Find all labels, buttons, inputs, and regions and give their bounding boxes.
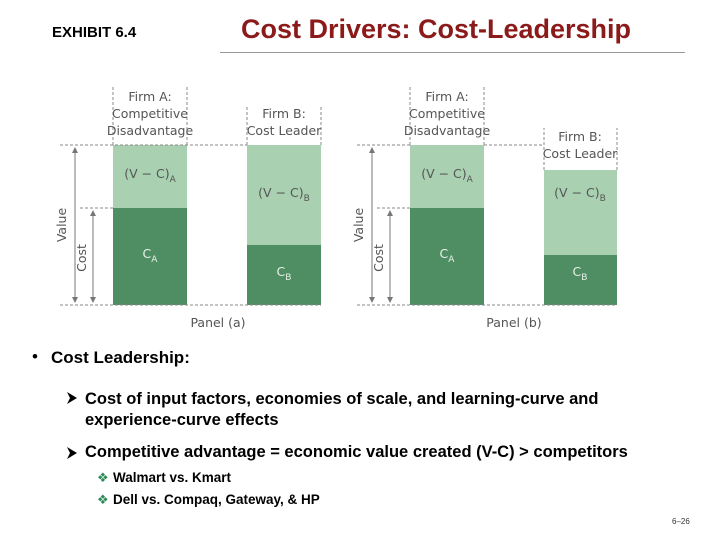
sub-bullet-text: Competitive advantage = economic value c…: [85, 443, 628, 461]
cost-bar: [113, 208, 187, 305]
exhibit-label: EXHIBIT 6.4: [52, 24, 137, 41]
segment-label: CB: [573, 264, 588, 283]
diagram: Value Cost Firm A: Competitive Disadvant…: [54, 85, 618, 330]
firm-name: Disadvantage: [107, 123, 194, 138]
segment-label: CB: [277, 264, 292, 283]
cost-bar: [410, 208, 484, 305]
diamond-bullet: ❖: [97, 470, 109, 485]
sub-sub-bullet-text: Dell vs. Compaq, Gateway, & HP: [113, 492, 320, 507]
firm-name: Competitive: [112, 106, 188, 121]
firm-name: Firm A:: [425, 89, 468, 104]
firm-name: Firm B:: [558, 129, 602, 144]
segment-label: CA: [143, 246, 159, 265]
cost-bar: [544, 255, 617, 305]
firm-name: Firm A:: [128, 89, 171, 104]
guide-lines: [60, 85, 322, 306]
panel-a: Value Cost Firm A: Competitive Disadvant…: [54, 85, 322, 330]
firm-name: Competitive: [409, 106, 485, 121]
guide-lines: [357, 85, 618, 306]
bullet-marker: •: [32, 347, 38, 366]
title-rule: [220, 52, 685, 53]
firm-name: Cost Leader: [543, 146, 618, 161]
segment-label: (V − C)A: [124, 166, 176, 185]
sub-sub-bullet-text: Walmart vs. Kmart: [113, 470, 232, 485]
firm-name: Cost Leader: [247, 123, 322, 138]
arrow-bullet: [67, 447, 77, 459]
cost-axis-label: Cost: [74, 244, 89, 272]
cost-axis-label: Cost: [371, 244, 386, 272]
arrow-bullet: [67, 392, 77, 404]
bullet-text: Cost Leadership:: [51, 348, 190, 367]
diamond-bullet: ❖: [97, 492, 109, 507]
page-number: 6–26: [672, 517, 690, 526]
value-axis-label: Value: [351, 208, 366, 243]
segment-label: (V − C)A: [421, 166, 473, 185]
cost-bar: [247, 245, 321, 305]
segment-label: (V − C)B: [554, 185, 606, 204]
panel-b: Value Cost Firm A: Competitive Disadvant…: [351, 85, 618, 330]
sub-bullet-text: Cost of input factors, economies of scal…: [85, 390, 599, 429]
firm-name: Disadvantage: [404, 123, 491, 138]
segment-label: CA: [440, 246, 456, 265]
value-axis-label: Value: [54, 208, 69, 243]
panel-label: Panel (b): [486, 315, 541, 330]
value-bar: [544, 170, 617, 255]
slide-title: Cost Drivers: Cost-Leadership: [240, 14, 632, 44]
value-bar: [113, 145, 187, 208]
segment-label: (V − C)B: [258, 185, 310, 204]
panel-label: Panel (a): [190, 315, 245, 330]
firm-name: Firm B:: [262, 106, 306, 121]
value-bar: [247, 145, 321, 245]
value-bar: [410, 145, 484, 208]
